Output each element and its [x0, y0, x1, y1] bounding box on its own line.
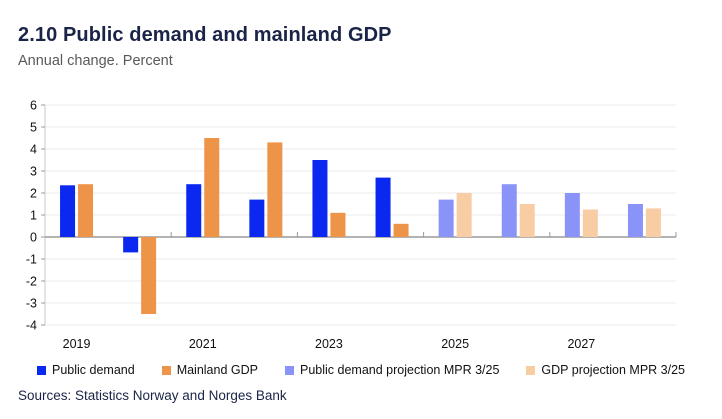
- chart-subtitle: Annual change. Percent: [18, 53, 173, 69]
- y-tick-label: -4: [26, 319, 37, 333]
- legend: Public demand Mainland GDP Public demand p…: [0, 362, 722, 378]
- legend-label: GDP projection MPR 3/25: [541, 363, 685, 377]
- legend-swatch: [284, 365, 294, 375]
- legend-item: GDP projection MPR 3/25: [526, 362, 685, 378]
- bar: [312, 160, 328, 237]
- legend-swatch: [161, 365, 171, 375]
- x-tick-label: 2021: [189, 337, 217, 351]
- bar: [204, 138, 220, 237]
- y-tick-label: 4: [30, 143, 37, 157]
- bar: [645, 208, 661, 237]
- x-tick-label: 2023: [315, 337, 343, 351]
- bar: [249, 199, 265, 237]
- y-tick-label: 5: [30, 121, 37, 135]
- legend-label: Public demand: [51, 363, 135, 377]
- y-tick-label: 3: [30, 165, 37, 179]
- bar: [60, 185, 76, 237]
- legend-label: Public demand projection MPR 3/25: [299, 363, 500, 377]
- chart-title: 2.10 Public demand and mainland GDP: [18, 24, 392, 46]
- legend-label: Mainland GDP: [176, 363, 258, 377]
- bar: [375, 177, 391, 237]
- bar: [501, 184, 517, 237]
- bar: [582, 209, 598, 237]
- x-tick-label: 2027: [567, 337, 595, 351]
- bar: [186, 184, 202, 237]
- bar: [330, 212, 346, 237]
- y-tick-label: 0: [30, 231, 37, 245]
- y-tick-label: 2: [30, 187, 37, 201]
- y-tick-label: 1: [30, 209, 37, 223]
- y-tick-label: -1: [26, 253, 37, 267]
- bar: [393, 223, 409, 237]
- legend-item: Public demand: [36, 362, 135, 378]
- bar: [564, 193, 580, 237]
- bar: [519, 204, 535, 237]
- legend-swatch: [36, 365, 46, 375]
- bar: [141, 237, 157, 314]
- sources: Sources: Statistics Norway and Norges Ba…: [18, 388, 287, 403]
- legend-swatch: [526, 365, 536, 375]
- y-tick-label: 6: [30, 99, 37, 113]
- bar: [123, 237, 139, 253]
- bar: [438, 199, 454, 237]
- legend-item: Public demand projection MPR 3/25: [284, 362, 500, 378]
- bar: [627, 204, 643, 237]
- x-tick-label: 2019: [63, 337, 91, 351]
- legend-item: Mainland GDP: [161, 362, 258, 378]
- bar: [267, 142, 283, 237]
- bar: [78, 184, 94, 237]
- x-tick-label: 2025: [441, 337, 469, 351]
- bar: [456, 193, 472, 237]
- y-tick-label: -2: [26, 275, 37, 289]
- y-tick-label: -3: [26, 297, 37, 311]
